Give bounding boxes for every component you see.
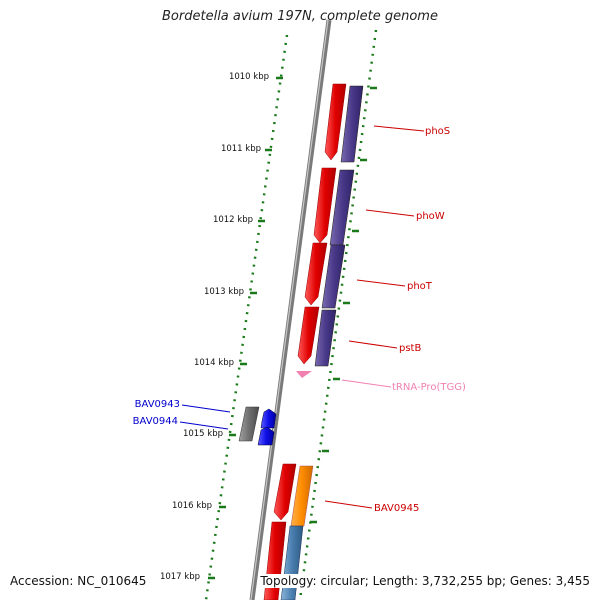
gene-block-phoT-purple[interactable]: [321, 244, 346, 309]
accession-label: Accession: NC_010645: [8, 574, 149, 588]
scale-label-1016: 1016 kbp: [172, 501, 212, 511]
gene-label-bav0943[interactable]: BAV0943: [135, 399, 180, 410]
genome-backbone: [249, 19, 332, 600]
gene-label-bav0944[interactable]: BAV0944: [133, 416, 178, 427]
inner-dotted-track: [204, 34, 289, 600]
scale-ticks: [208, 76, 377, 580]
gene-block-bav0945-orange[interactable]: [290, 465, 314, 527]
gene-label-trna[interactable]: tRNA-Pro(TGG): [392, 382, 466, 393]
gene-label-phoW[interactable]: phoW: [416, 211, 445, 222]
gene-block-pstB-red[interactable]: [297, 306, 320, 365]
scale-label-1017: 1017 kbp: [160, 572, 200, 582]
genome-backbone-highlight: [250, 19, 329, 600]
gene-block-phoS-red[interactable]: [324, 83, 347, 161]
gene-label-pstB[interactable]: pstB: [399, 343, 421, 354]
scale-label-1015: 1015 kbp: [183, 429, 223, 439]
scale-label-1013: 1013 kbp: [204, 287, 244, 297]
gene-label-phoS[interactable]: phoS: [425, 126, 450, 137]
scale-label-1012: 1012 kbp: [213, 215, 253, 225]
leader-lines: [179, 125, 425, 509]
gene-block-bav0944-blue[interactable]: [257, 426, 275, 446]
gene-block-pstB-purple[interactable]: [314, 309, 337, 367]
scale-labels: 1010 kbp 1011 kbp 1012 kbp 1013 kbp 1014…: [160, 72, 269, 582]
gene-label-phoT[interactable]: phoT: [407, 281, 433, 292]
gene-label-bav0945[interactable]: BAV0945: [374, 503, 419, 514]
genome-summary: Topology: circular; Length: 3,732,255 bp…: [258, 574, 592, 588]
genome-title: Bordetella avium 197N, complete genome: [162, 9, 438, 24]
gene-block-phoT-red[interactable]: [304, 242, 328, 306]
gene-block-phoW-red[interactable]: [313, 167, 337, 244]
scale-label-1014: 1014 kbp: [194, 358, 234, 368]
scale-label-1010: 1010 kbp: [229, 72, 269, 82]
gene-block-bav0945-red[interactable]: [273, 463, 297, 521]
trna-marker[interactable]: [296, 371, 312, 378]
gene-block-phoS-purple[interactable]: [340, 85, 364, 163]
gene-block-bav0943-blue[interactable]: [260, 408, 277, 429]
scale-label-1011: 1011 kbp: [221, 144, 261, 154]
gene-block-bav0943-gray[interactable]: [238, 406, 260, 442]
